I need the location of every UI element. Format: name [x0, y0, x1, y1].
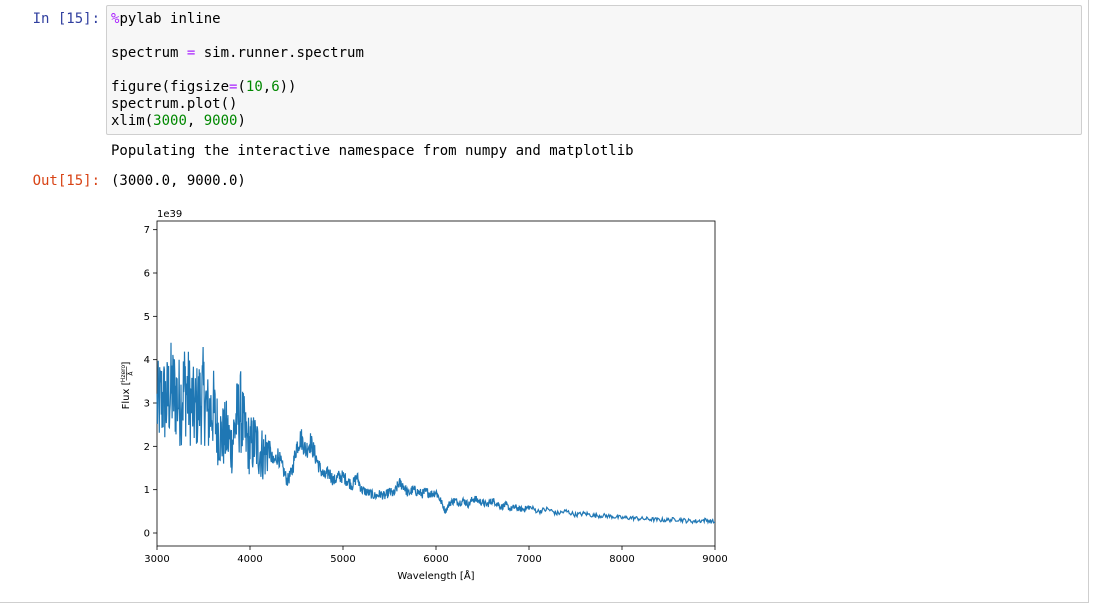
spectrum-line — [156, 342, 716, 525]
y-axis-label-numerator: Hzero — [120, 364, 127, 382]
x-axis: 3000 4000 5000 6000 7000 8000 9000 — [144, 546, 728, 565]
x-axis-label: Wavelength [Å] — [397, 569, 474, 582]
code-operator: = — [186, 45, 196, 61]
code-line-5: xlim(3000, 9000) — [111, 113, 246, 130]
spectrum-chart: 0 1 2 3 4 5 6 7 3000 4000 5000 6000 7000 8000 9000 1e… — [120, 209, 728, 582]
y-tick-label: 4 — [144, 355, 150, 366]
y-tick-label: 3 — [144, 399, 150, 410]
plot-output: 0 1 2 3 4 5 6 7 3000 4000 5000 6000 7000 8000 9000 1e… — [110, 200, 740, 594]
code-line-1: %pylab inline — [111, 11, 221, 28]
magic-command: pylab inline — [119, 11, 221, 27]
code-number: 3000 — [153, 113, 187, 129]
x-tick-label: 8000 — [609, 554, 634, 565]
y-axis-label-suffix: ] — [121, 362, 132, 366]
code-token: sim.runner.spectrum — [195, 45, 364, 61]
code-token: spectrum.plot() — [111, 96, 238, 112]
y-tick-label: 2 — [144, 442, 150, 453]
y-tick-label: 6 — [144, 269, 150, 280]
y-offset-label: 1e39 — [157, 209, 182, 220]
code-token: , — [262, 79, 272, 95]
result-output: (3000.0, 9000.0) — [111, 173, 246, 189]
x-tick-label: 9000 — [702, 554, 727, 565]
x-tick-label: 4000 — [237, 554, 262, 565]
code-token: )) — [279, 79, 297, 95]
code-operator: = — [229, 79, 238, 95]
code-token: , — [186, 113, 204, 129]
y-tick-label: 1 — [144, 485, 150, 496]
code-number: 9000 — [203, 113, 238, 129]
y-axis-label: Flux [ Hzero Å ] — [120, 362, 135, 410]
input-prompt: In [15]: — [32, 11, 100, 27]
code-token: spectrum — [111, 45, 187, 61]
y-axis-label-denominator: Å — [128, 371, 135, 376]
code-token: ( — [237, 79, 246, 95]
y-tick-label: 7 — [144, 225, 150, 236]
x-tick-label: 3000 — [144, 554, 169, 565]
x-tick-label: 7000 — [516, 554, 541, 565]
code-token: ) — [237, 113, 246, 129]
code-token: figure(figsize — [111, 79, 230, 95]
magic-symbol: % — [111, 11, 120, 27]
y-tick-label: 5 — [144, 312, 150, 323]
code-line-2: spectrum = sim.runner.spectrum — [111, 45, 364, 62]
y-tick-label: 0 — [144, 529, 150, 540]
code-input-area[interactable]: %pylab inline spectrum = sim.runner.spec… — [106, 5, 1082, 135]
code-number: 6 — [271, 79, 280, 95]
stream-output: Populating the interactive namespace fro… — [111, 143, 634, 159]
x-tick-label: 5000 — [330, 554, 355, 565]
code-line-3: figure(figsize=(10,6)) — [111, 79, 296, 96]
code-line-4: spectrum.plot() — [111, 96, 237, 113]
x-tick-label: 6000 — [423, 554, 448, 565]
y-axis: 0 1 2 3 4 5 6 7 — [144, 225, 157, 540]
code-token: xlim( — [111, 113, 154, 129]
output-prompt: Out[15]: — [32, 173, 100, 189]
code-number: 10 — [245, 79, 263, 95]
y-axis-label-prefix: Flux [ — [121, 382, 132, 410]
